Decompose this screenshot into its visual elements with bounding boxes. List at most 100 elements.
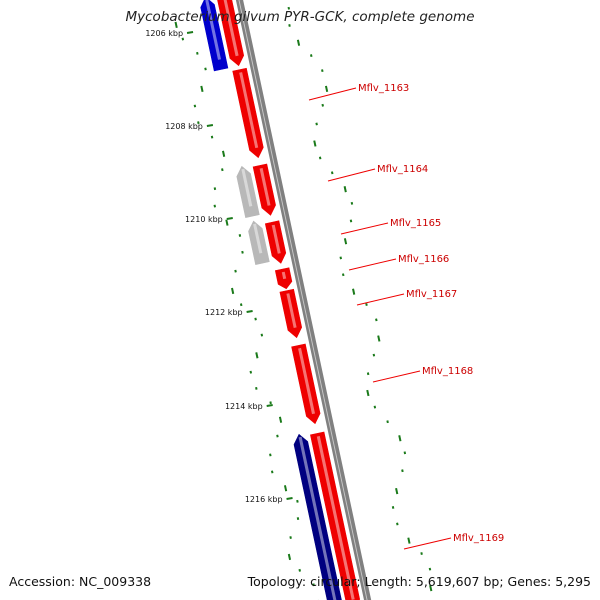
gc-tick-left	[366, 372, 370, 376]
gc-tick-left	[343, 238, 348, 245]
feature-mflv-1165-other-highlight	[253, 223, 263, 254]
scale-tick-label: 1214 kbp	[225, 402, 263, 411]
gc-tick-right	[200, 85, 204, 93]
gc-tick-left	[339, 256, 342, 260]
genome-title: Mycobacterium gilvum PYR-GCK, complete g…	[125, 9, 475, 25]
gc-tick-right	[231, 287, 235, 295]
gc-tick-left	[373, 405, 377, 409]
gc-tick-left	[349, 219, 353, 223]
gene-mflv-1169-block	[310, 431, 361, 600]
gc-tick-left	[321, 103, 324, 107]
gene-reverse-bottom-highlight	[298, 436, 337, 600]
feature-mflv-1164-other	[236, 165, 260, 218]
gc-content-track	[174, 6, 433, 600]
feature-track	[200, 0, 361, 600]
gc-tick-left	[403, 451, 407, 455]
gc-tick-right	[276, 434, 279, 438]
scale-tick-mark	[206, 124, 214, 127]
gene-callout-line	[348, 258, 397, 271]
gc-tick-left	[391, 506, 395, 509]
gc-tick-right	[197, 121, 200, 125]
gene-callout-line	[327, 168, 376, 182]
backbone-highlight	[238, 0, 368, 600]
gc-tick-right	[234, 269, 237, 273]
gc-tick-left	[288, 24, 291, 27]
scale-tick-mark	[286, 497, 293, 500]
gc-tick-right	[239, 303, 243, 307]
scale-tick-label: 1212 kbp	[205, 308, 243, 317]
gene-callout-line	[403, 537, 452, 550]
gc-tick-right	[269, 401, 272, 405]
genome-stats-text: Topology: circular; Length: 5,619,607 bp…	[247, 574, 591, 589]
gene-mflv-1165	[264, 220, 287, 264]
gene-mflv-1167-highlight	[286, 293, 297, 328]
gc-tick-left	[428, 567, 432, 571]
gc-tick-left	[352, 288, 356, 295]
gc-tick-right	[283, 485, 288, 492]
gc-tick-right	[296, 517, 300, 521]
gc-tick-right	[260, 333, 264, 337]
scale-tick-label: 1210 kbp	[185, 215, 223, 224]
gene-block-top-reverse-highlight	[205, 0, 221, 60]
gene-reverse-bottom	[293, 433, 342, 600]
gc-tick-right	[289, 536, 292, 539]
gc-tick-left	[343, 186, 347, 193]
gene-label: Mflv_1168	[422, 366, 473, 377]
gc-tick-right	[270, 470, 274, 474]
scale-tick-mark	[266, 404, 273, 407]
gc-tick-right	[181, 37, 185, 41]
gc-tick-left	[296, 39, 301, 46]
gene-mflv-1167	[279, 288, 303, 339]
gene-mflv-1163	[232, 67, 264, 159]
gene-block-top-reverse	[200, 0, 229, 72]
gene-block-top-forward	[217, 0, 245, 67]
scale-ticks: 1206 kbp 1208 kbp 1210 kbp 1212 kbp 1214 kbp…	[145, 29, 293, 504]
gc-tick-left	[377, 335, 381, 342]
gc-tick-right	[196, 51, 199, 55]
gc-tick-left	[375, 318, 378, 322]
scale-tick-mark	[186, 31, 194, 34]
gene-mflv-1166	[274, 267, 293, 290]
gc-tick-left	[330, 171, 334, 175]
gene-block-top-forward-highlight	[223, 0, 239, 57]
gc-tick-right	[249, 370, 253, 374]
gene-mflv-1163-highlight	[239, 72, 259, 149]
gc-tick-left	[287, 6, 291, 10]
gene-mflv-1168	[291, 343, 321, 425]
accession-text: Accession: NC_009338	[9, 574, 152, 589]
gene-label: Mflv_1165	[390, 218, 441, 229]
gc-tick-right	[193, 104, 197, 108]
gc-tick-left	[401, 469, 404, 473]
gene-mflv-1164-highlight	[259, 168, 271, 206]
gc-tick-left	[310, 54, 313, 58]
gc-tick-left	[313, 140, 317, 147]
gc-tick-left	[396, 522, 399, 526]
gc-tick-right	[204, 67, 207, 71]
gene-callout-line	[356, 293, 405, 306]
scale-tick-label: 1216 kbp	[245, 495, 283, 504]
gc-tick-right	[287, 553, 292, 561]
gene-label: Mflv_1169	[453, 533, 504, 544]
scale-tick-label: 1208 kbp	[165, 122, 203, 131]
gene-label: Mflv_1164	[377, 164, 428, 175]
gc-tick-right	[238, 234, 242, 237]
gc-tick-left	[324, 85, 329, 93]
gc-tick-right	[221, 168, 224, 172]
gene-callout-line	[340, 222, 389, 235]
gc-tick-left	[386, 420, 389, 424]
feature-mflv-1164-other-highlight	[241, 168, 253, 207]
gc-tick-right	[296, 499, 299, 503]
gene-mflv-1165-highlight	[271, 224, 281, 254]
gene-mflv-1166-highlight	[281, 271, 287, 280]
gc-tick-left	[318, 156, 322, 160]
gc-tick-right	[221, 150, 226, 157]
gc-tick-left	[429, 584, 433, 592]
gene-mflv-1164	[252, 163, 276, 216]
gc-tick-left	[407, 537, 411, 544]
gc-tick-left	[315, 122, 318, 126]
gc-tick-left	[321, 69, 324, 73]
gc-tick-right	[312, 583, 315, 587]
backbone-line	[235, 0, 372, 600]
